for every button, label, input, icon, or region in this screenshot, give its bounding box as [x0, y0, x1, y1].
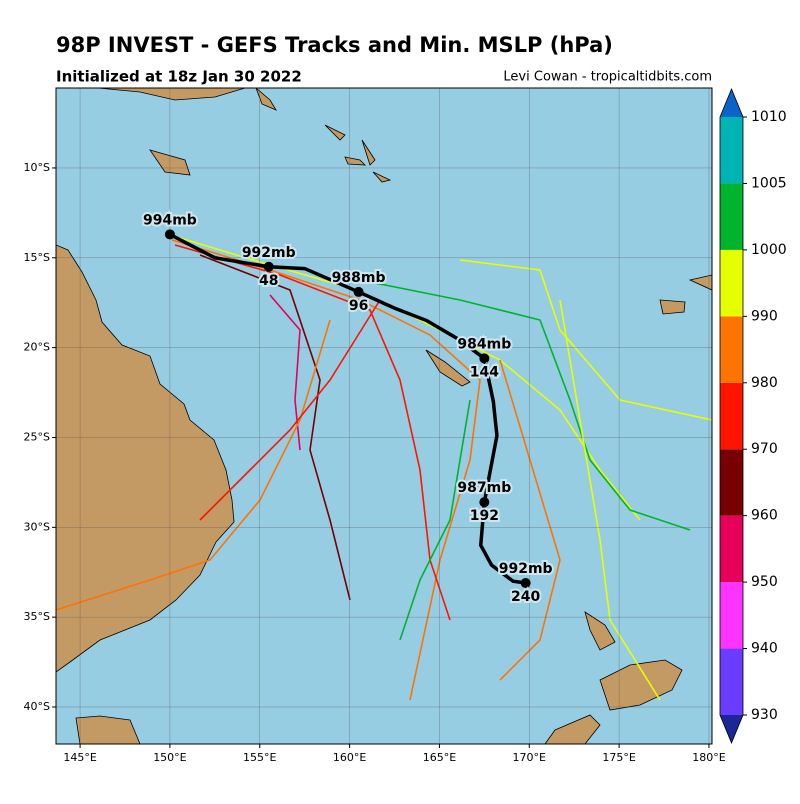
credit: Levi Cowan - tropicaltidbits.com — [503, 70, 712, 85]
colorbar-bin — [720, 515, 743, 583]
hour-label: 240 — [511, 589, 540, 605]
colorbar-over — [720, 89, 743, 117]
hour-label: 96 — [349, 298, 368, 314]
colorbar-label: 970 — [751, 441, 778, 457]
pressure-label: 994mb — [143, 212, 197, 228]
x-tick-label: 180°E — [692, 751, 725, 764]
y-tick-label: 25°S — [24, 430, 50, 443]
colorbar-label: 960 — [751, 508, 778, 524]
colorbar-label: 990 — [751, 308, 778, 324]
x-tick-label: 155°E — [243, 751, 276, 764]
y-tick-label: 30°S — [24, 520, 50, 533]
map: 994mb 992mb 48 988mb 96 984mb 144 987mb 192 992mb… — [56, 88, 712, 744]
x-tick-label: 150°E — [153, 751, 186, 764]
ensemble-track — [359, 279, 691, 531]
track-point — [520, 578, 531, 589]
colorbar-bin — [720, 582, 743, 649]
colorbar-bin — [720, 316, 743, 383]
colorbar-under — [720, 715, 743, 743]
colorbar-bin — [720, 648, 743, 715]
track-point — [479, 497, 490, 508]
x-tick-label: 175°E — [602, 751, 635, 764]
land — [659, 274, 712, 315]
land — [56, 88, 246, 176]
track-point — [353, 286, 364, 297]
land — [75, 715, 141, 744]
colorbar-label: 940 — [751, 641, 778, 657]
pressure-label: 992mb — [242, 245, 296, 261]
track-point — [479, 353, 490, 364]
ensemble-track — [399, 399, 471, 641]
ensemble-track — [199, 299, 381, 521]
x-tick-label: 170°E — [513, 751, 546, 764]
colorbar-label: 980 — [751, 375, 778, 391]
colorbar-label: 1005 — [751, 175, 787, 191]
ensemble-track — [559, 299, 661, 701]
colorbar-bin — [720, 117, 743, 184]
ensemble-tracks — [56, 234, 712, 701]
hour-label: 48 — [259, 273, 278, 289]
land — [56, 244, 235, 673]
pressure-label: 988mb — [332, 270, 386, 286]
ensemble-track — [171, 239, 481, 701]
colorbar-label: 950 — [751, 574, 778, 590]
pressure-label: 984mb — [457, 336, 511, 352]
colorbar-label: 930 — [751, 707, 778, 723]
chart-title: 98P INVEST - GEFS Tracks and Min. MSLP (… — [56, 33, 613, 57]
track-point — [263, 261, 274, 272]
land — [425, 349, 471, 387]
x-tick-label: 145°E — [63, 751, 96, 764]
colorbar-bin — [720, 249, 743, 317]
hour-label: 192 — [470, 508, 499, 524]
colorbar-label: 1010 — [751, 109, 787, 125]
land — [255, 88, 392, 183]
hour-label: 144 — [470, 364, 499, 380]
colorbar-bin — [720, 449, 743, 516]
ensemble-track — [459, 259, 712, 421]
land — [544, 611, 683, 744]
colorbar-bin — [720, 382, 743, 450]
ensemble-track — [499, 359, 561, 681]
x-tick-label: 165°E — [423, 751, 456, 764]
y-tick-label: 35°S — [24, 610, 50, 623]
colorbar-bin — [720, 183, 743, 250]
pressure-label: 992mb — [499, 561, 553, 577]
subtitle: Initialized at 18z Jan 30 2022 — [56, 68, 302, 86]
y-tick-label: 40°S — [24, 700, 50, 713]
y-tick-label: 10°S — [24, 161, 50, 174]
ensemble-track — [56, 319, 331, 611]
pressure-label: 987mb — [457, 480, 511, 496]
map-frame — [55, 87, 713, 745]
ensemble-track — [199, 254, 351, 601]
y-tick-label: 20°S — [24, 341, 50, 354]
colorbar-label: 1000 — [751, 242, 787, 258]
x-tick-label: 160°E — [333, 751, 366, 764]
track-point — [164, 229, 175, 240]
y-tick-label: 15°S — [24, 251, 50, 264]
